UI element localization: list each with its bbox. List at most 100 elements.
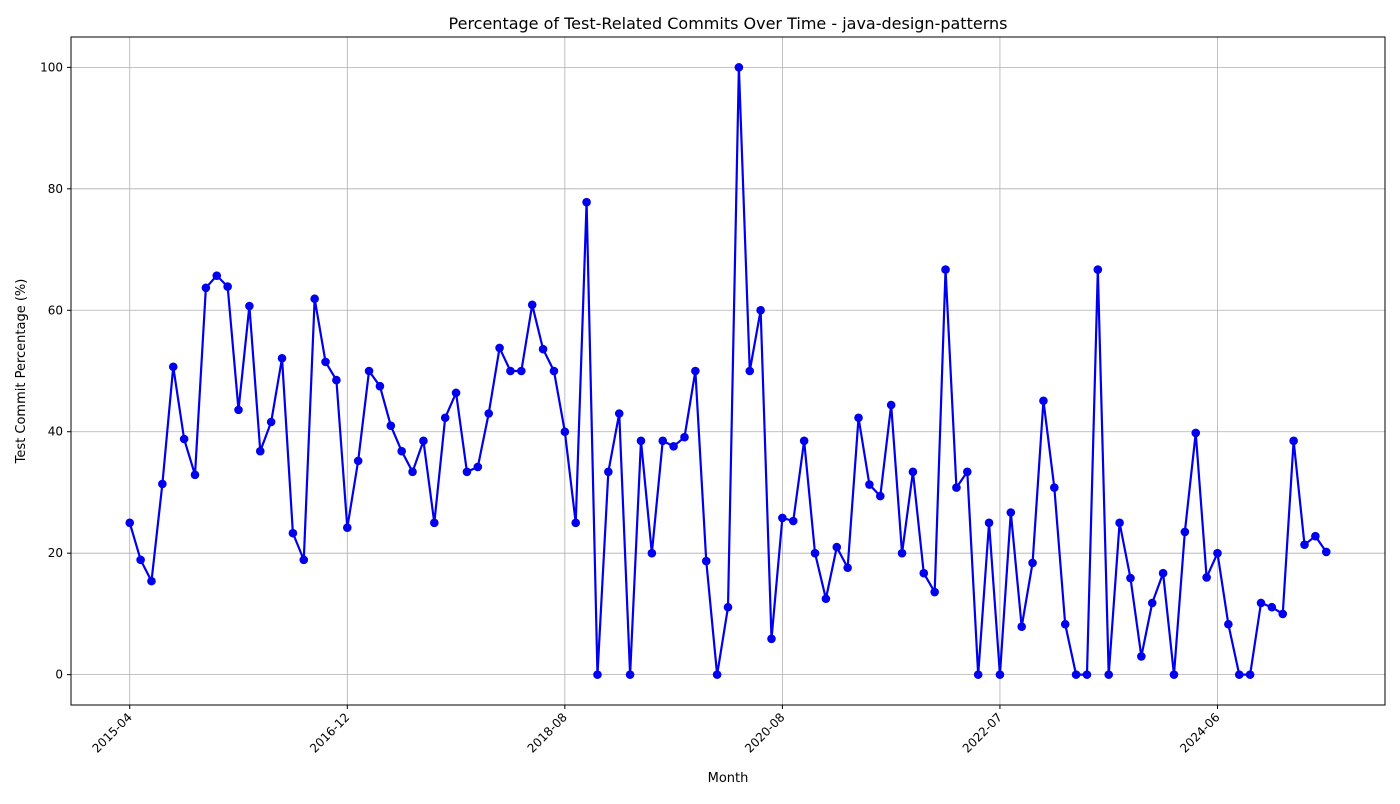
data-point: [930, 587, 939, 597]
data-point: [375, 381, 385, 391]
y-tick-label: 60: [48, 303, 63, 317]
data-point: [767, 634, 776, 644]
data-point: [321, 357, 330, 367]
data-point: [571, 518, 581, 528]
data-point: [342, 523, 352, 532]
data-point: [1050, 483, 1059, 492]
data-point: [168, 362, 178, 372]
data-point: [1245, 670, 1255, 679]
data-point: [440, 413, 450, 423]
data-point: [255, 446, 265, 456]
data-point: [1256, 598, 1266, 608]
data-point: [1115, 518, 1124, 528]
data-point: [1158, 568, 1168, 578]
data-point: [995, 670, 1005, 679]
data-point: [919, 568, 929, 578]
data-point: [1180, 527, 1190, 537]
data-point: [941, 265, 950, 274]
data-point: [1093, 265, 1103, 274]
data-point: [778, 513, 787, 523]
data-point: [212, 271, 222, 280]
data-point: [1071, 670, 1081, 679]
data-point: [875, 491, 885, 501]
data-point: [1006, 508, 1016, 517]
data-point: [190, 470, 200, 480]
data-point: [1147, 598, 1157, 608]
data-point: [549, 366, 559, 376]
data-point: [680, 432, 689, 442]
data-point: [223, 282, 232, 291]
grid-lines: [71, 37, 1385, 705]
data-point: [1278, 609, 1288, 619]
data-point: [625, 670, 635, 679]
data-point: [310, 294, 319, 304]
data-point: [614, 409, 624, 418]
data-point: [386, 421, 396, 430]
data-point: [136, 555, 145, 565]
data-point: [1137, 652, 1146, 661]
data-point: [908, 467, 918, 477]
data-point: [854, 413, 863, 423]
data-point: [1224, 619, 1233, 629]
series-layer: [125, 63, 1331, 679]
data-point: [712, 670, 722, 679]
data-point: [462, 467, 472, 477]
data-point: [1202, 573, 1211, 582]
data-point: [353, 456, 363, 466]
y-tick-label: 80: [48, 182, 63, 196]
data-point: [1104, 670, 1114, 679]
data-point: [495, 343, 504, 353]
data-point: [364, 366, 374, 376]
data-point: [430, 518, 439, 528]
data-point: [799, 436, 809, 446]
data-point: [179, 434, 189, 444]
y-axis-label: Test Commit Percentage (%): [14, 279, 29, 465]
data-point: [484, 409, 494, 418]
data-point: [506, 366, 515, 376]
data-point: [886, 400, 896, 410]
data-point: [1017, 622, 1026, 631]
data-point: [158, 479, 167, 489]
data-point: [1028, 558, 1037, 568]
data-point: [810, 548, 820, 558]
data-point: [1267, 602, 1277, 612]
data-point: [419, 436, 428, 446]
data-point: [125, 518, 135, 528]
data-point: [266, 417, 276, 427]
data-point: [593, 670, 602, 679]
data-point: [691, 366, 700, 376]
data-point: [147, 576, 156, 586]
data-point: [1060, 619, 1070, 629]
data-point: [1289, 436, 1298, 446]
data-point: [234, 405, 243, 415]
data-point: [332, 375, 341, 385]
data-point: [756, 305, 765, 315]
y-tick-label: 0: [55, 668, 63, 682]
data-point: [560, 427, 570, 437]
data-point: [538, 344, 548, 354]
data-point: [701, 556, 711, 566]
data-point: [1169, 670, 1179, 679]
data-point: [408, 467, 417, 477]
data-point: [788, 516, 798, 526]
plot-frame: [70, 36, 1386, 706]
data-point: [984, 518, 994, 528]
data-point: [451, 388, 461, 398]
data-point: [604, 467, 613, 477]
data-point: [734, 63, 744, 72]
data-point: [1234, 670, 1244, 679]
y-axis-ticks: 0 20 40 60 80 100: [40, 60, 71, 682]
data-point: [897, 548, 907, 558]
data-point: [669, 442, 678, 451]
data-point: [299, 555, 309, 565]
data-point: [1321, 547, 1331, 557]
data-point: [277, 353, 287, 363]
data-point: [1213, 548, 1222, 558]
data-point: [952, 483, 961, 492]
data-point: [582, 197, 591, 207]
chart-title: Percentage of Test-Related Commits Over …: [449, 14, 1008, 33]
data-point: [201, 283, 211, 293]
